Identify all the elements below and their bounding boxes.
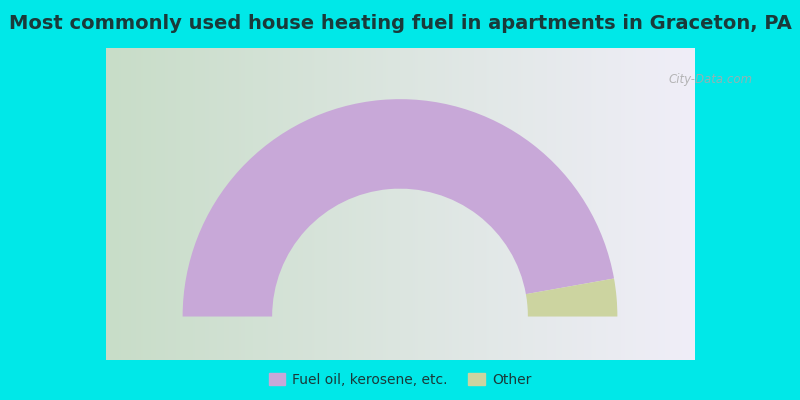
Text: City-Data.com: City-Data.com — [669, 73, 753, 86]
Text: Most commonly used house heating fuel in apartments in Graceton, PA: Most commonly used house heating fuel in… — [9, 14, 791, 32]
Legend: Fuel oil, kerosene, etc., Other: Fuel oil, kerosene, etc., Other — [263, 368, 537, 392]
Wedge shape — [526, 278, 618, 316]
Wedge shape — [182, 99, 614, 316]
